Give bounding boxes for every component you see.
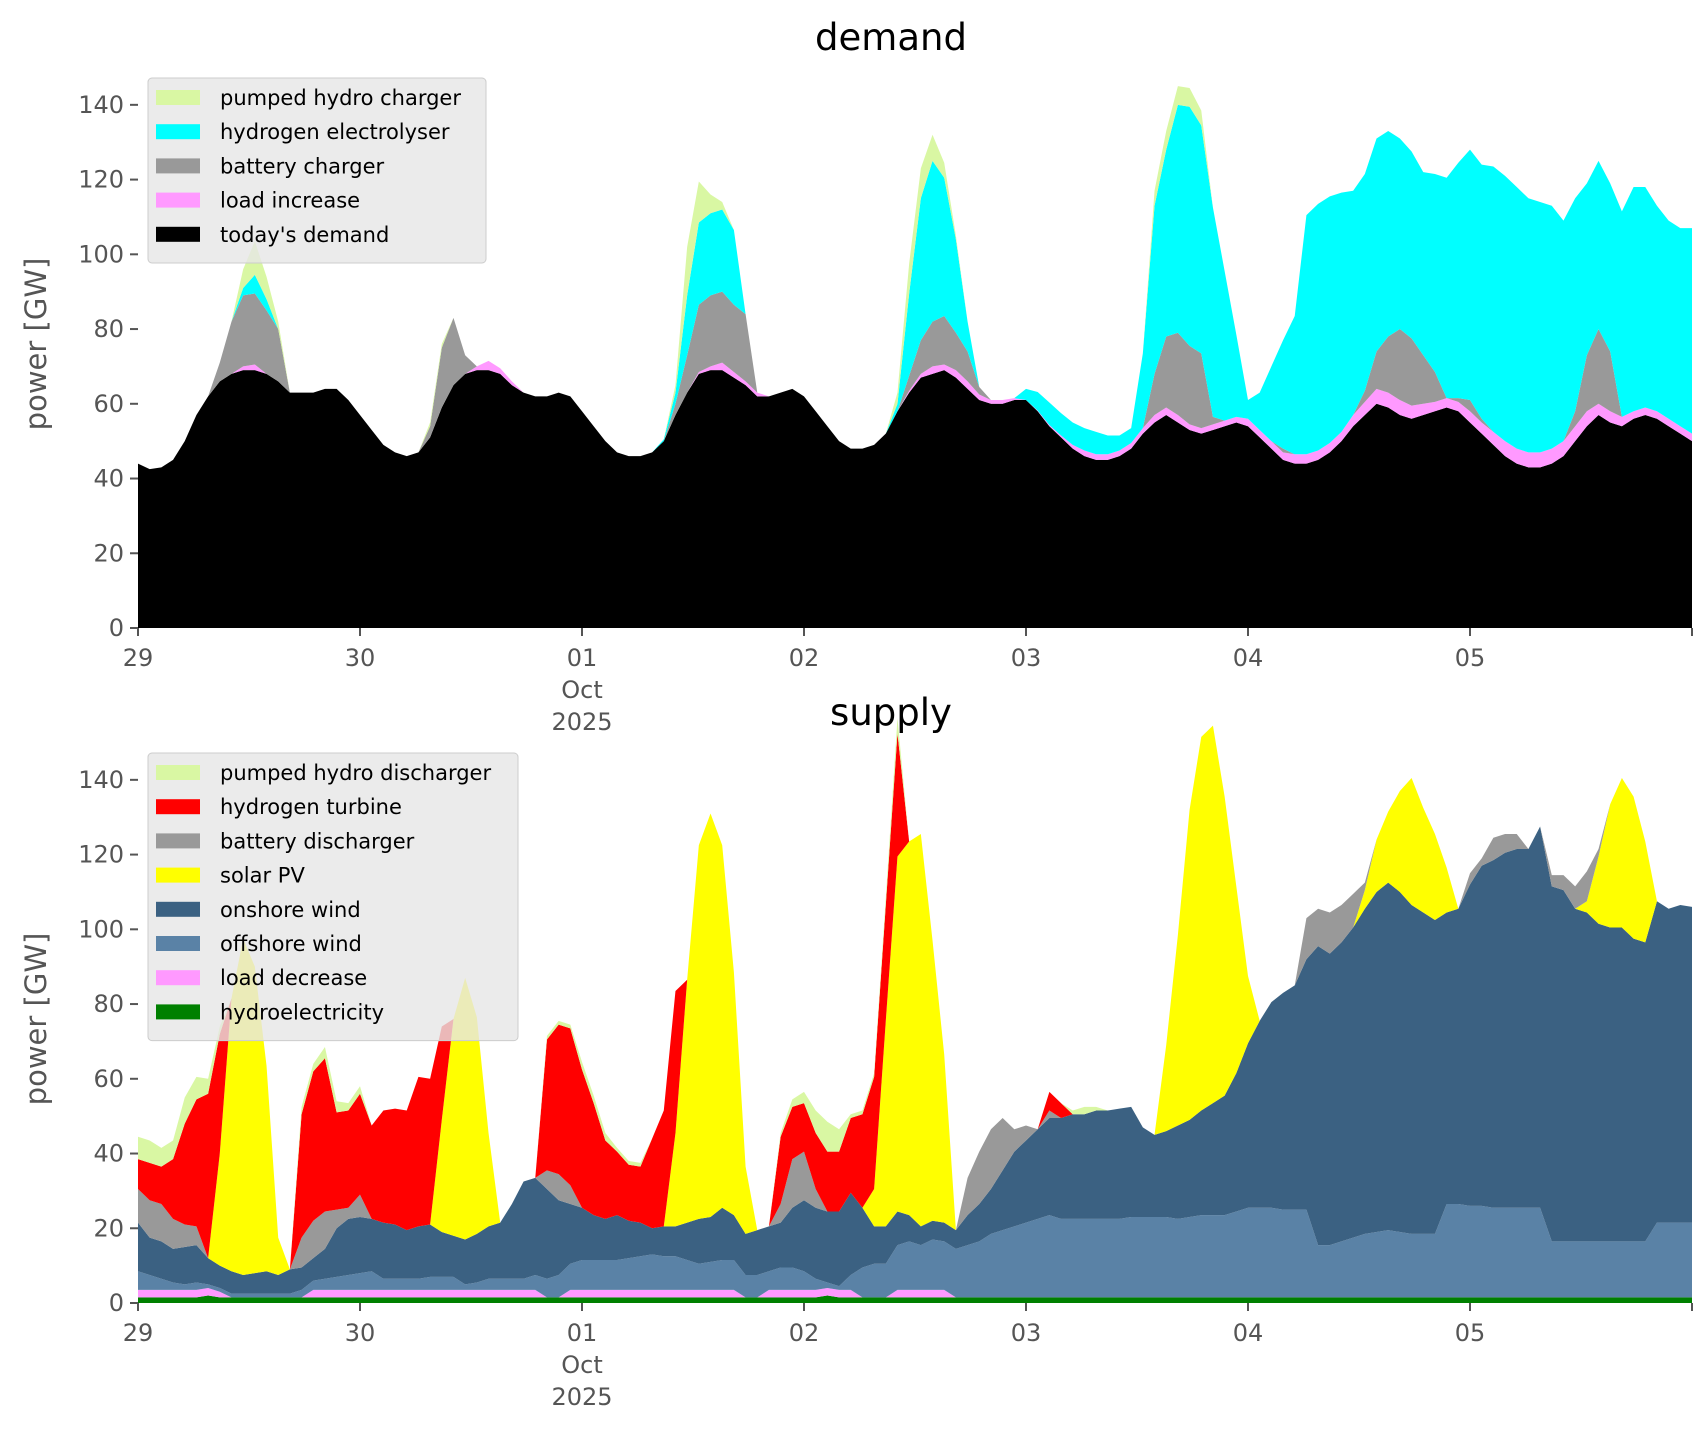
area-solar-pv: [138, 725, 1692, 1275]
x-tick-label: Oct: [561, 1351, 603, 1379]
y-tick-label: 40: [93, 465, 124, 493]
area-offshore-wind: [138, 1203, 1692, 1298]
area-battery-charger: [138, 291, 1692, 470]
area-series-group: [138, 718, 1692, 1303]
legend-swatch: [156, 226, 200, 242]
legend-label: battery charger: [220, 154, 385, 178]
legend-swatch: [156, 901, 200, 917]
y-tick-label: 120: [78, 841, 124, 869]
legend-label: offshore wind: [220, 932, 362, 956]
y-tick-label: 60: [93, 1065, 124, 1093]
area-today-s-demand: [138, 370, 1692, 628]
x-tick-label: 04: [1233, 1319, 1264, 1347]
legend-swatch: [156, 765, 200, 780]
legend-box: [147, 752, 519, 1042]
y-axis-label: power [GW]: [19, 258, 53, 431]
y-tick-label: 40: [93, 1140, 124, 1168]
y-tick-label: 140: [78, 766, 124, 794]
x-tick-label: 30: [345, 644, 376, 672]
chart-title: supply: [830, 691, 952, 734]
y-tick-label: 20: [93, 1214, 124, 1242]
x-tick-label: 2025: [551, 1383, 612, 1411]
legend-swatch: [156, 867, 200, 883]
legend-label: pumped hydro discharger: [220, 761, 491, 785]
y-axis-label: power [GW]: [19, 933, 53, 1106]
area-hydrogen-electrolyser: [138, 104, 1692, 470]
area-series-group: [138, 86, 1692, 628]
x-tick-label: 05: [1455, 1319, 1486, 1347]
x-tick-label: 01: [567, 644, 598, 672]
legend-swatch: [156, 833, 200, 849]
x-tick-label: 02: [789, 1319, 820, 1347]
legend-label: hydrogen turbine: [220, 795, 402, 819]
y-tick-label: 20: [93, 539, 124, 567]
legend: pumped hydro charger hydrogen electrolyse…: [147, 77, 487, 264]
y-tick-label: 60: [93, 390, 124, 418]
x-tick-label: 29: [123, 1319, 154, 1347]
x-tick-label: 2025: [551, 708, 612, 736]
legend-swatch: [156, 799, 200, 815]
legend-swatch: [156, 90, 200, 105]
area-load-increase: [138, 360, 1692, 470]
x-tick-label: 02: [789, 644, 820, 672]
y-tick-label: 120: [78, 166, 124, 194]
y-tick-label: 100: [78, 915, 124, 943]
x-tick-label: 29: [123, 644, 154, 672]
legend: pumped hydro discharger hydrogen turbine b…: [147, 752, 519, 1042]
x-tick-label: 03: [1011, 1319, 1042, 1347]
legend-label: load decrease: [220, 966, 367, 990]
legend-swatch: [156, 192, 200, 208]
y-tick-label: 0: [109, 1289, 124, 1317]
legend-label: solar PV: [220, 864, 305, 888]
x-tick-label: 30: [345, 1319, 376, 1347]
legend-label: hydrogen electrolyser: [220, 120, 450, 144]
y-tick-label: 100: [78, 240, 124, 268]
area-load-decrease: [138, 1288, 1692, 1298]
y-tick-label: 140: [78, 91, 124, 119]
y-tick-label: 80: [93, 990, 124, 1018]
legend-box: [147, 77, 487, 264]
legend-label: hydroelectricity: [220, 1000, 384, 1024]
legend-label: onshore wind: [220, 898, 361, 922]
legend-label: battery discharger: [220, 829, 415, 853]
y-tick-label: 0: [109, 614, 124, 642]
legend-swatch: [156, 970, 200, 986]
legend-swatch: [156, 1004, 200, 1020]
legend-label: today's demand: [220, 223, 389, 247]
x-tick-label: 05: [1455, 644, 1486, 672]
x-tick-label: 01: [567, 1319, 598, 1347]
chart-title: demand: [815, 16, 967, 59]
area-onshore-wind: [138, 826, 1692, 1294]
x-tick-label: Oct: [561, 676, 603, 704]
legend-label: load increase: [220, 189, 360, 213]
y-tick-label: 80: [93, 315, 124, 343]
x-tick-label: 03: [1011, 644, 1042, 672]
legend-label: pumped hydro charger: [220, 86, 461, 110]
legend-swatch: [156, 124, 200, 140]
legend-swatch: [156, 158, 200, 174]
legend-swatch: [156, 936, 200, 951]
x-tick-label: 04: [1233, 644, 1264, 672]
